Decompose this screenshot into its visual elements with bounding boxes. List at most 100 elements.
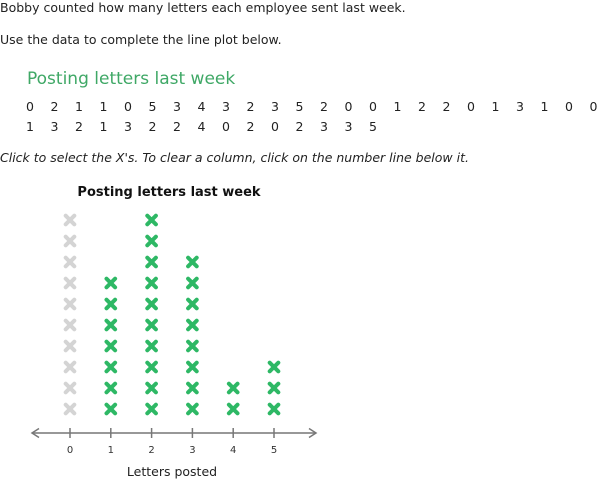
data-value: 1 xyxy=(393,99,402,114)
x-mark-icon[interactable] xyxy=(267,360,281,374)
x-mark-icon[interactable] xyxy=(63,234,77,248)
data-value: 3 xyxy=(50,119,59,134)
x-mark-icon[interactable] xyxy=(63,381,77,395)
data-value: 2 xyxy=(320,99,328,114)
x-mark-icon[interactable] xyxy=(186,402,199,416)
x-mark-icon[interactable] xyxy=(145,360,158,374)
data-value: 1 xyxy=(26,119,34,134)
x-mark-icon[interactable] xyxy=(104,297,118,311)
data-value: 3 xyxy=(516,99,524,114)
x-mark-icon[interactable] xyxy=(63,276,77,290)
data-value: 0 xyxy=(124,99,132,114)
axis-arrow-left-icon xyxy=(30,427,40,439)
x-mark-icon[interactable] xyxy=(186,339,199,353)
x-mark-icon[interactable] xyxy=(104,381,118,395)
data-value: 1 xyxy=(75,99,83,114)
data-value: 1 xyxy=(99,99,108,114)
data-value: 0 xyxy=(565,99,573,114)
x-mark-icon[interactable] xyxy=(186,255,199,269)
instruction-line-2: Use the data to complete the line plot b… xyxy=(0,32,282,47)
plot-title: Posting letters last week xyxy=(77,185,260,200)
x-mark-icon[interactable] xyxy=(104,339,118,353)
data-value: 0 xyxy=(467,99,475,114)
x-mark-icon[interactable] xyxy=(186,297,199,311)
x-mark-icon[interactable] xyxy=(63,339,77,353)
instruction-line-1: Bobby counted how many letters each empl… xyxy=(0,0,406,15)
axis-tick-label: 2 xyxy=(148,445,154,456)
x-mark-icon[interactable] xyxy=(63,360,77,374)
clear-column-3[interactable] xyxy=(174,425,210,455)
data-value: 1 xyxy=(540,99,549,114)
data-value: 1 xyxy=(491,99,500,114)
x-mark-icon[interactable] xyxy=(267,381,281,395)
data-value: 5 xyxy=(295,99,304,114)
x-mark-icon[interactable] xyxy=(104,402,118,416)
x-mark-icon[interactable] xyxy=(104,360,118,374)
x-mark-icon[interactable] xyxy=(226,402,240,416)
x-mark-icon[interactable] xyxy=(63,213,77,227)
data-value: 0 xyxy=(589,99,598,114)
data-value: 5 xyxy=(148,99,157,114)
data-value: 3 xyxy=(173,99,181,114)
data-value: 3 xyxy=(124,119,132,134)
data-value: 2 xyxy=(246,119,255,134)
x-mark-icon[interactable] xyxy=(267,402,281,416)
data-value: 3 xyxy=(320,119,328,134)
x-mark-icon[interactable] xyxy=(186,276,199,290)
x-mark-icon[interactable] xyxy=(145,276,158,290)
axis-tick-label: 1 xyxy=(108,445,114,456)
data-table-title: Posting letters last week xyxy=(27,69,236,89)
axis-tick-label: 0 xyxy=(67,445,73,456)
data-value: 0 xyxy=(222,119,230,134)
x-mark-icon[interactable] xyxy=(63,255,77,269)
x-marks-layer xyxy=(63,213,281,416)
data-value: 4 xyxy=(197,99,206,114)
data-value: 0 xyxy=(26,99,34,114)
data-value: 1 xyxy=(99,119,108,134)
x-mark-icon[interactable] xyxy=(145,234,158,248)
clear-column-1[interactable] xyxy=(93,425,129,455)
data-value: 3 xyxy=(344,119,353,134)
x-mark-icon[interactable] xyxy=(63,297,77,311)
x-mark-icon[interactable] xyxy=(104,276,118,290)
data-value: 5 xyxy=(369,119,377,134)
x-mark-icon[interactable] xyxy=(145,381,158,395)
axis-tick-label: 4 xyxy=(230,445,236,456)
data-value: 2 xyxy=(173,119,181,134)
x-mark-icon[interactable] xyxy=(186,360,199,374)
data-value: 2 xyxy=(75,119,83,134)
x-mark-icon[interactable] xyxy=(145,213,158,227)
x-mark-icon[interactable] xyxy=(145,297,158,311)
clear-column-5[interactable] xyxy=(256,425,292,455)
data-value: 2 xyxy=(148,119,157,134)
x-mark-icon[interactable] xyxy=(145,255,158,269)
x-mark-icon[interactable] xyxy=(63,402,77,416)
data-value: 0 xyxy=(271,119,279,134)
x-mark-icon[interactable] xyxy=(63,318,77,332)
x-mark-icon[interactable] xyxy=(145,339,158,353)
data-value: 2 xyxy=(50,99,59,114)
data-value: 2 xyxy=(246,99,255,114)
x-axis-label: Letters posted xyxy=(127,464,217,479)
x-mark-icon[interactable] xyxy=(186,381,199,395)
data-value: 2 xyxy=(418,99,426,114)
axis-tick-label: 3 xyxy=(189,445,195,456)
x-mark-icon[interactable] xyxy=(104,318,118,332)
x-mark-icon[interactable] xyxy=(145,318,158,332)
x-mark-icon[interactable] xyxy=(145,402,158,416)
data-value: 0 xyxy=(344,99,353,114)
x-mark-icon[interactable] xyxy=(186,318,199,332)
number-line[interactable]: 0 1 2 3 4 5 xyxy=(30,425,318,456)
data-value: 2 xyxy=(442,99,451,114)
data-value: 3 xyxy=(222,99,230,114)
clear-column-4[interactable] xyxy=(215,425,251,455)
axis-tick-label: 5 xyxy=(271,445,277,456)
clear-column-0[interactable] xyxy=(52,425,88,455)
instruction-line-3: Click to select the X's. To clear a colu… xyxy=(0,150,469,165)
x-mark-icon[interactable] xyxy=(226,381,240,395)
data-value: 0 xyxy=(369,99,377,114)
clear-column-2[interactable] xyxy=(134,425,170,455)
data-value: 4 xyxy=(197,119,206,134)
data-value: 2 xyxy=(295,119,304,134)
